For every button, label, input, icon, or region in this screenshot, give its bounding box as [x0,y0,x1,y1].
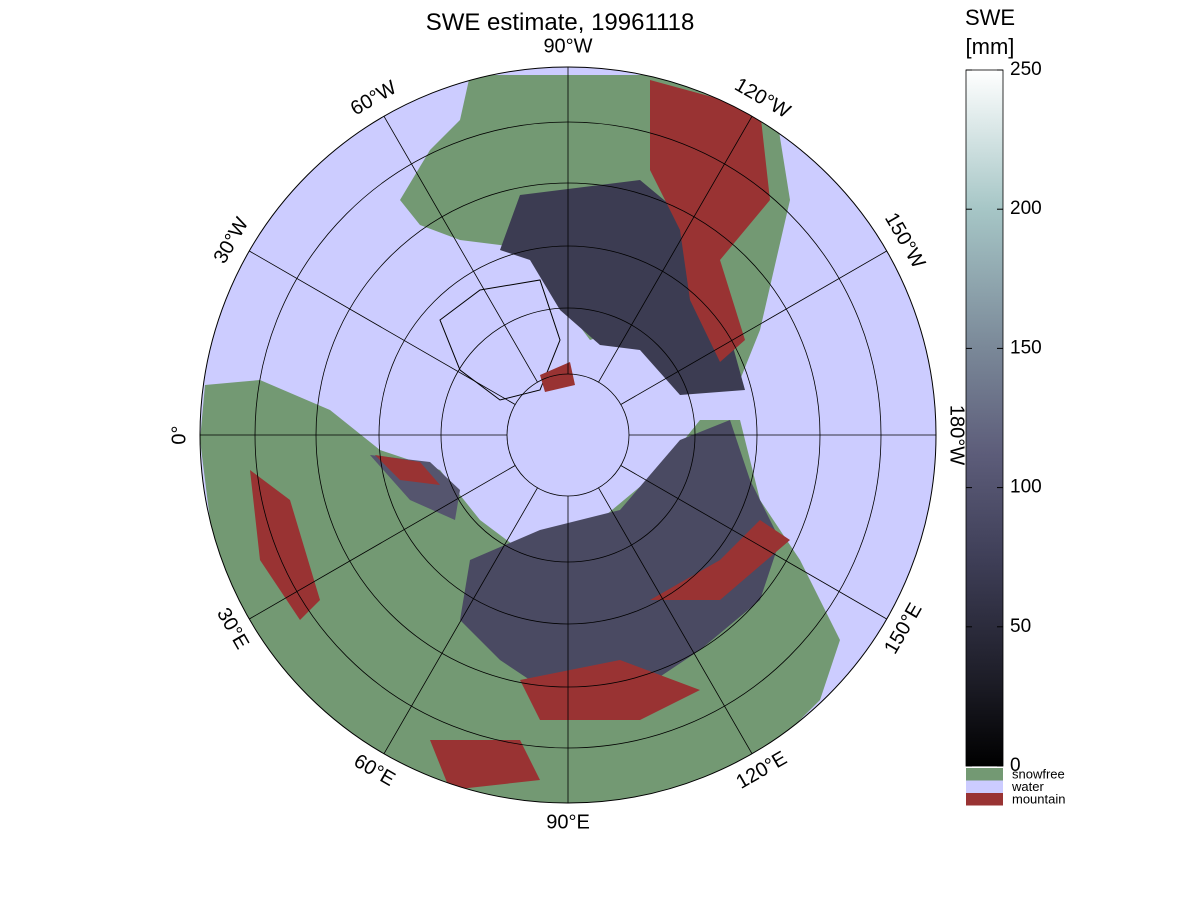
colorbar-tick-label: 200 [1010,198,1042,219]
meridian-line [383,487,538,754]
colorbar-label: SWE [965,5,1015,30]
legend-swatch [966,793,1003,806]
meridian-line [383,116,538,383]
colorbar-label: [mm] [966,34,1015,59]
legend-label: water [1011,779,1044,794]
colorbar-tick-label: 150 [1010,337,1042,358]
land-mountain [250,455,790,790]
map-title: SWE estimate, 19961118 [426,9,695,36]
greenland-outline [439,279,561,401]
colorbar-tick-label: 50 [1010,616,1031,637]
colorbar-tick-label: 0 [1010,755,1021,776]
meridian-label: 90°W [543,35,592,57]
meridian-line [598,487,753,754]
meridian-label: 90°E [546,811,590,833]
meridian-line [620,465,887,620]
map-border [199,66,937,804]
meridian-label: 0° [168,425,190,444]
legend-label: snowfree [1012,766,1065,781]
colorbar-tick-label: 100 [1010,477,1042,498]
meridian-line [249,250,516,405]
legend-swatch [966,768,1003,781]
colorbar-tick-label: 250 [1010,59,1042,80]
map-disk [200,67,936,803]
meridian-label: 180°W [946,405,968,465]
land-mountain [650,80,770,362]
land-snow [460,420,780,700]
meridian-line [620,250,887,405]
legend-label: mountain [1012,791,1065,806]
legend-swatch [966,780,1003,793]
graticule [200,67,936,803]
meridian-line [249,465,516,620]
colorbar [965,69,1004,767]
land-mountain [540,362,575,392]
meridian-line [598,116,753,383]
